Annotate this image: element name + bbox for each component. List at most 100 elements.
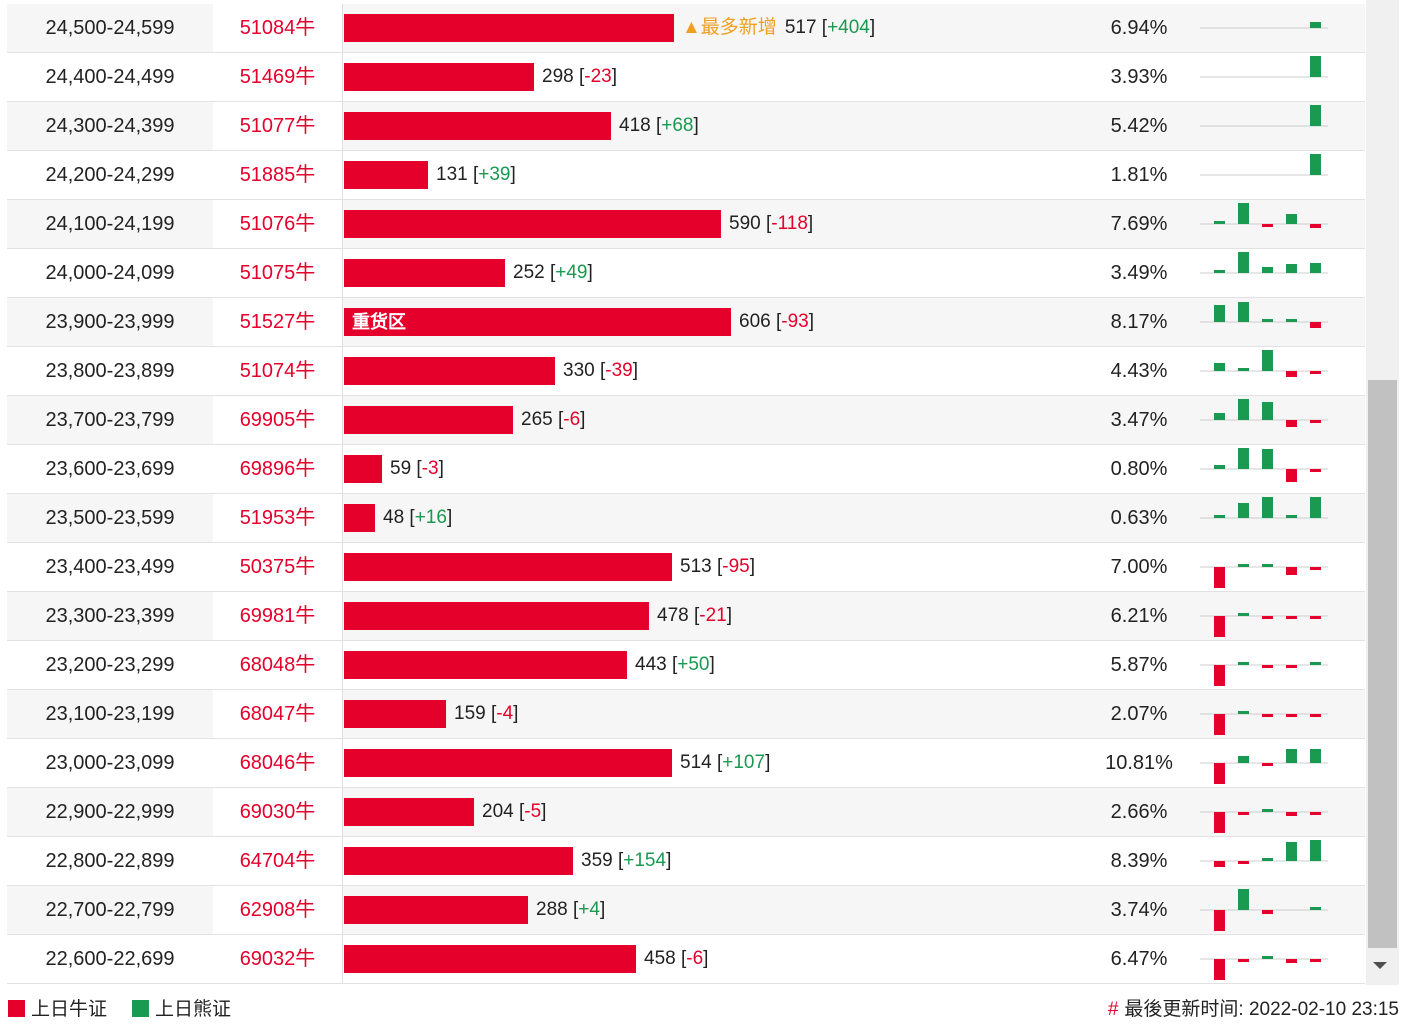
percentage: 6.47% <box>1110 948 1168 970</box>
history-sparkline <box>1200 154 1328 176</box>
warrant-code-link[interactable]: 51953牛 <box>213 494 343 542</box>
table-row[interactable]: 22,600-22,699 69032牛 458 [-6] 6.47% <box>7 935 1365 984</box>
updated-label: 最後更新时间: <box>1124 999 1244 1020</box>
volume-bar <box>344 259 505 287</box>
history-sparkline <box>1200 956 1328 980</box>
volume-bar <box>344 112 611 140</box>
history-sparkline <box>1200 613 1328 637</box>
warrant-code-link[interactable]: 51075牛 <box>213 249 343 297</box>
history-sparkline <box>1200 105 1328 127</box>
sparkline-bar <box>1310 224 1321 228</box>
sparkline-bar <box>1238 889 1249 910</box>
bar-label: 359 [+154] <box>581 850 672 871</box>
scroll-down-arrow-icon[interactable] <box>1373 962 1387 969</box>
table-row[interactable]: 23,500-23,599 51953牛 48 [+16] 0.63% <box>7 494 1365 543</box>
table-row[interactable]: 23,400-23,499 50375牛 513 [-95] 7.00% <box>7 543 1365 592</box>
table-row[interactable]: 24,200-24,299 51885牛 131 [+39] 1.81% <box>7 151 1365 200</box>
table-row[interactable]: 23,600-23,699 69896牛 59 [-3] 0.80% <box>7 445 1365 494</box>
volume-bar <box>344 210 721 238</box>
warrant-code-link[interactable]: 69896牛 <box>213 445 343 493</box>
volume-bar <box>344 406 513 434</box>
volume-value: 298 <box>542 66 574 87</box>
warrant-code-link[interactable]: 51885牛 <box>213 151 343 199</box>
table-row[interactable]: 22,900-22,999 69030牛 204 [-5] 2.66% <box>7 788 1365 837</box>
table-row[interactable]: 24,500-24,599 51084牛 ▲最多新增 517 [+404] 6.94% <box>7 4 1365 53</box>
table-row[interactable]: 23,800-23,899 51074牛 330 [-39] 4.43% <box>7 347 1365 396</box>
table-row[interactable]: 23,200-23,299 68048牛 443 [+50] 5.87% <box>7 641 1365 690</box>
footer: 上日牛证 上日熊证 # 最後更新时间: 2022-02-10 23:15 <box>0 996 1407 1026</box>
volume-value: 252 <box>513 262 545 283</box>
volume-value: 478 <box>657 605 689 626</box>
table-row[interactable]: 23,000-23,099 68046牛 514 [+107] 10.81% <box>7 739 1365 788</box>
warrant-code-link[interactable]: 69030牛 <box>213 788 343 836</box>
volume-change: -21 <box>699 605 727 626</box>
sparkline-bar <box>1310 105 1321 126</box>
warrant-code-link[interactable]: 51077牛 <box>213 102 343 150</box>
sparkline-bar <box>1310 22 1321 28</box>
table-row[interactable]: 24,400-24,499 51469牛 298 [-23] 3.93% <box>7 53 1365 102</box>
sparkline-bar <box>1238 203 1249 224</box>
warrant-code-link[interactable]: 68046牛 <box>213 739 343 787</box>
history-sparkline <box>1200 252 1328 274</box>
table-row[interactable]: 23,700-23,799 69905牛 265 [-6] 3.47% <box>7 396 1365 445</box>
warrant-code-link[interactable]: 51076牛 <box>213 200 343 248</box>
warrant-code-link[interactable]: 62908牛 <box>213 886 343 934</box>
warrant-code-link[interactable]: 51527牛 <box>213 298 343 346</box>
volume-bar <box>344 63 534 91</box>
bar-label: 252 [+49] <box>513 262 593 283</box>
legend-bear-label: 上日熊证 <box>155 999 232 1020</box>
sparkline-bar <box>1262 224 1273 227</box>
volume-value: 48 <box>383 507 405 528</box>
warrant-code-link[interactable]: 69032牛 <box>213 935 343 983</box>
history-sparkline <box>1200 662 1328 686</box>
history-sparkline <box>1200 22 1328 29</box>
price-range: 23,400-23,499 <box>45 556 175 578</box>
price-range: 24,200-24,299 <box>45 164 175 186</box>
sparkline-bar <box>1238 302 1249 322</box>
warrant-code-link[interactable]: 51074牛 <box>213 347 343 395</box>
sparkline-bar <box>1310 812 1321 815</box>
bar-label: 418 [+68] <box>619 115 699 136</box>
sparkline-bar <box>1238 662 1249 665</box>
volume-value: 265 <box>521 409 553 430</box>
scrollbar-thumb[interactable] <box>1368 380 1397 948</box>
warrant-code-link[interactable]: 51469牛 <box>213 53 343 101</box>
warrant-code-link[interactable]: 64704牛 <box>213 837 343 885</box>
warrant-code-link[interactable]: 51084牛 <box>213 4 343 52</box>
table-row[interactable]: 22,700-22,799 62908牛 288 [+4] 3.74% <box>7 886 1365 935</box>
volume-bar <box>344 945 636 973</box>
history-sparkline <box>1200 350 1328 377</box>
warrant-code-link[interactable]: 69981牛 <box>213 592 343 640</box>
legend-bear-swatch <box>132 1000 149 1017</box>
warrant-code-link[interactable]: 69905牛 <box>213 396 343 444</box>
legend-bull-label: 上日牛证 <box>31 999 108 1020</box>
table-row[interactable]: 22,800-22,899 64704牛 359 [+154] 8.39% <box>7 837 1365 886</box>
table-row[interactable]: 24,000-24,099 51075牛 252 [+49] 3.49% <box>7 249 1365 298</box>
history-sparkline <box>1200 448 1328 482</box>
volume-bar <box>344 749 672 777</box>
table-row[interactable]: 24,300-24,399 51077牛 418 [+68] 5.42% <box>7 102 1365 151</box>
volume-value: 590 <box>729 213 761 234</box>
bar-label: 590 [-118] <box>729 213 814 234</box>
bar-label: 606 [-93] <box>739 311 815 332</box>
history-sparkline <box>1200 399 1328 427</box>
sparkline-bar <box>1310 616 1321 619</box>
volume-bar: 重货区 <box>344 308 731 336</box>
volume-value: 204 <box>482 801 514 822</box>
percentage: 8.17% <box>1110 311 1168 333</box>
sparkline-bar <box>1286 371 1297 377</box>
volume-change: +68 <box>661 115 694 136</box>
sparkline-bar <box>1286 420 1297 427</box>
table-row[interactable]: 23,100-23,199 68047牛 159 [-4] 2.07% <box>7 690 1365 739</box>
sparkline-bar <box>1214 959 1225 980</box>
price-range: 22,700-22,799 <box>45 899 175 921</box>
table-row[interactable]: 23,300-23,399 69981牛 478 [-21] 6.21% <box>7 592 1365 641</box>
table-row[interactable]: 24,100-24,199 51076牛 590 [-118] 7.69% <box>7 200 1365 249</box>
warrant-code-link[interactable]: 68048牛 <box>213 641 343 689</box>
price-range: 23,700-23,799 <box>45 409 175 431</box>
percentage: 2.66% <box>1110 801 1168 823</box>
table-row[interactable]: 23,900-23,999 51527牛 重货区 606 [-93] 8.17% <box>7 298 1365 347</box>
warrant-code-link[interactable]: 68047牛 <box>213 690 343 738</box>
warrant-code-link[interactable]: 50375牛 <box>213 543 343 591</box>
sparkline-bar <box>1214 305 1225 322</box>
